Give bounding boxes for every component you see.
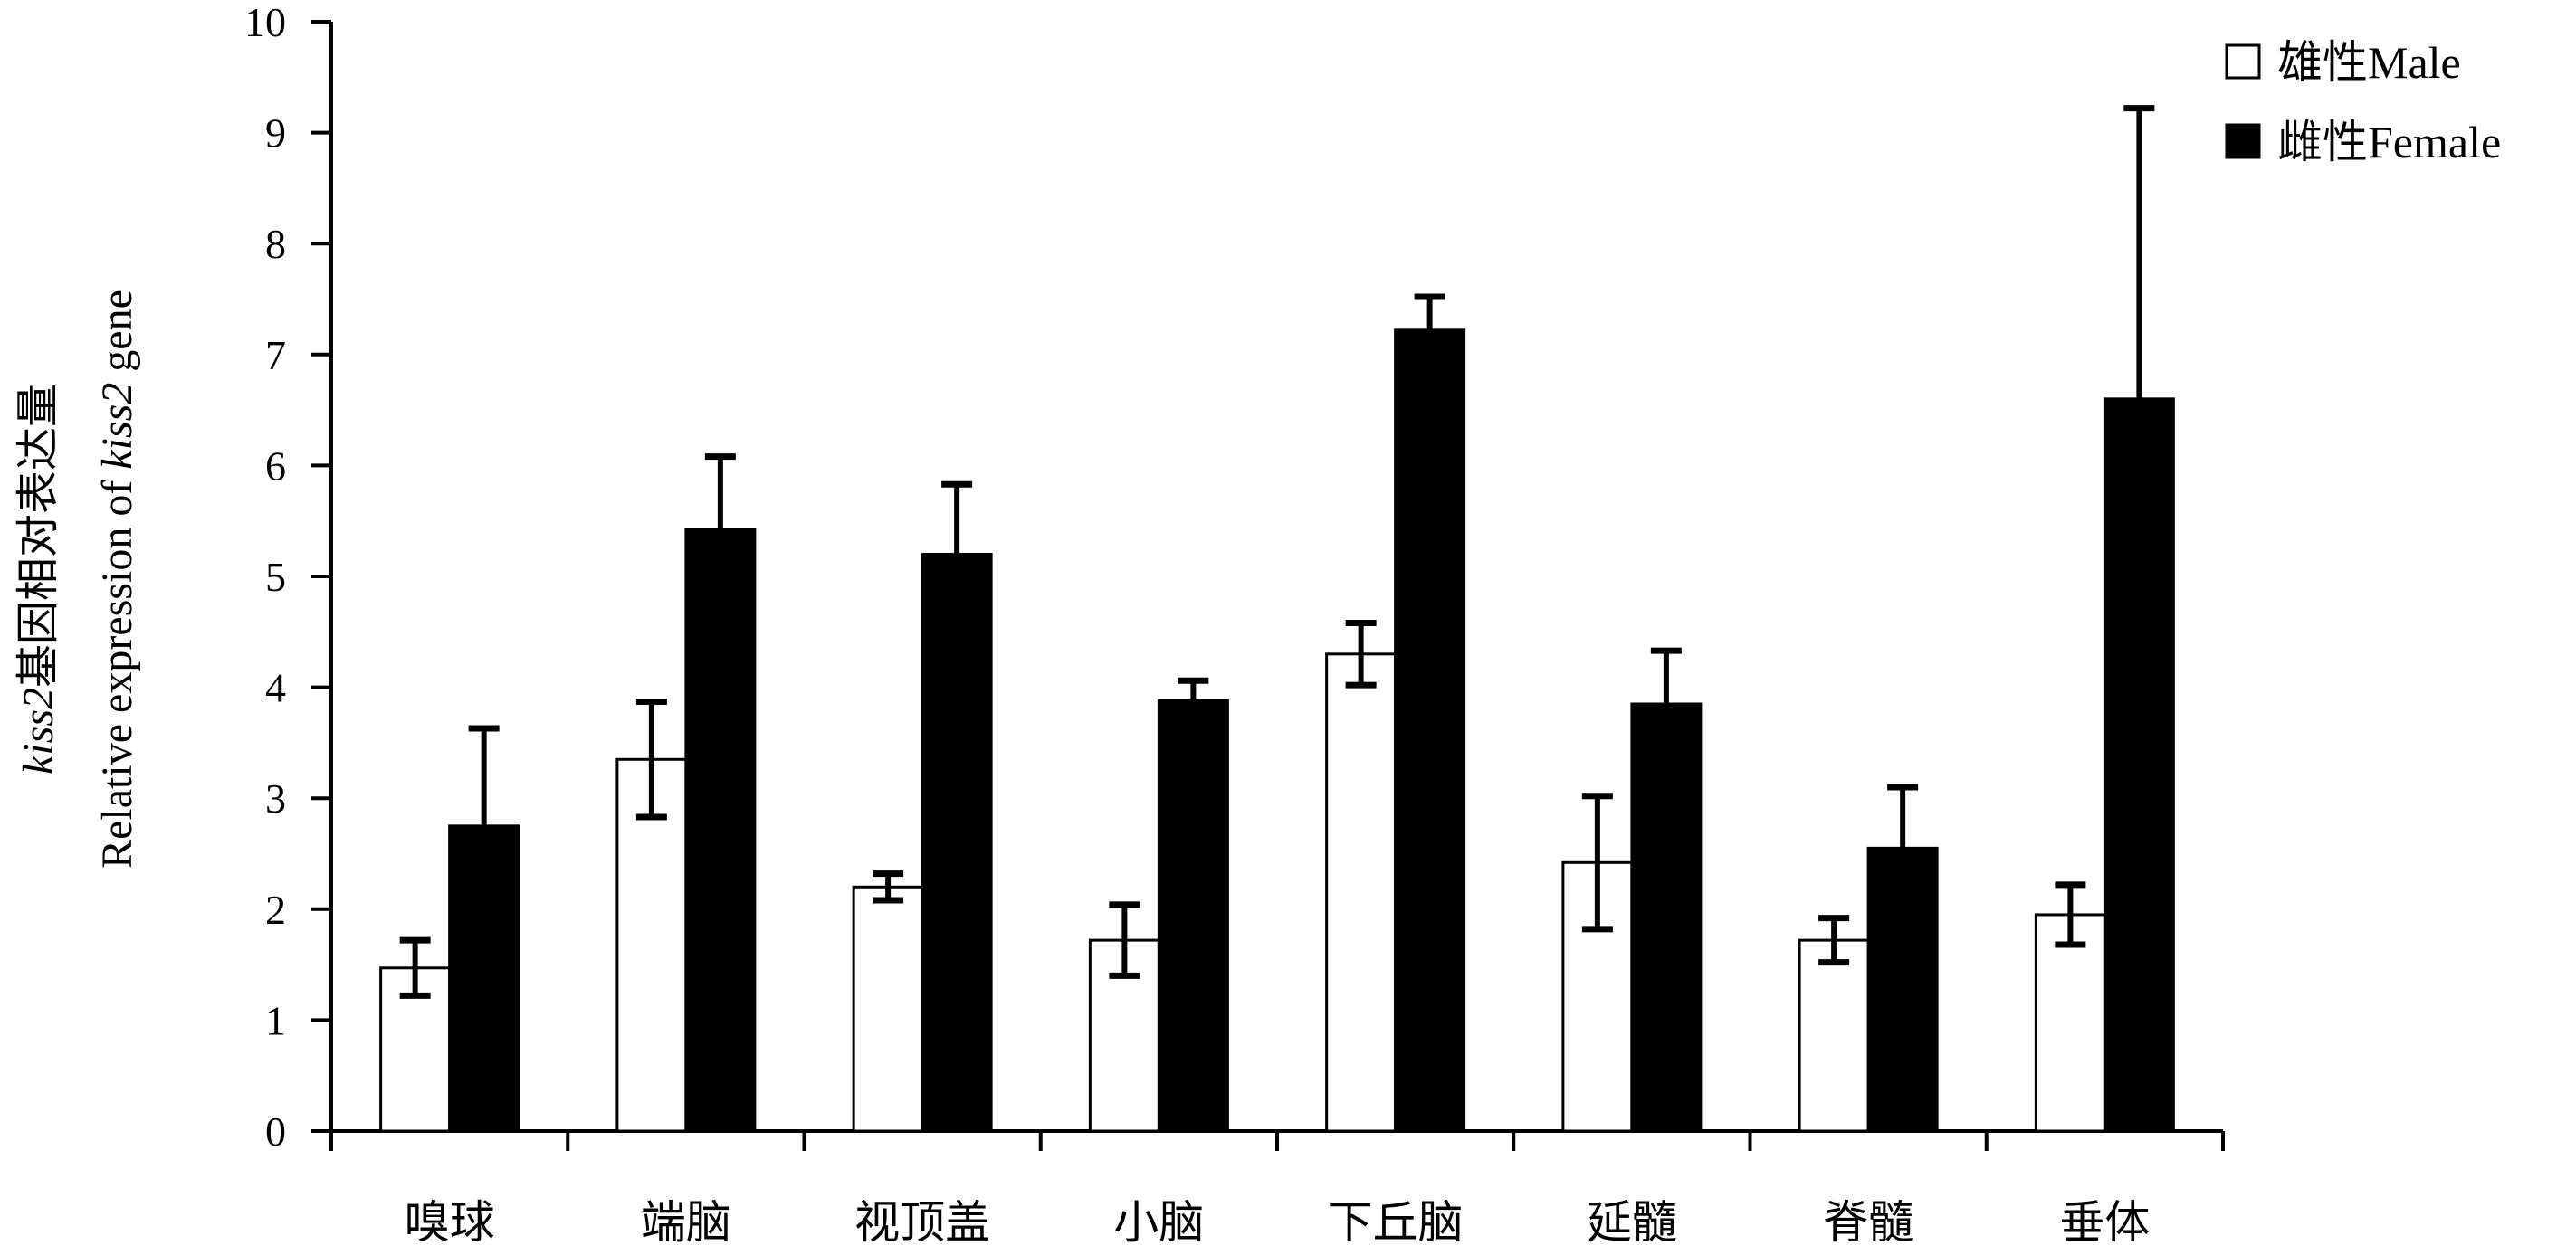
error-bars: [399, 105, 2155, 999]
y-axis-title-cn-gene: kiss2: [14, 688, 62, 775]
legend: 雄性Male 雌性Female: [2225, 37, 2501, 167]
y-tick-label: 3: [265, 775, 286, 822]
category-label: 小脑: [1113, 1197, 1204, 1248]
y-ticks: 0 1 2 3 4 5 6 7 8 9 10: [244, 0, 331, 1155]
y-axis-title: kiss2基因相对表达量 Relative expression of kiss…: [14, 290, 141, 869]
bars: [379, 328, 2175, 1133]
y-axis-title-en-gene: kiss2: [93, 383, 141, 470]
y-axis-title-cn-text: 基因相对表达量: [14, 384, 62, 688]
y-tick-label: 4: [265, 665, 286, 711]
legend-swatch: [2225, 123, 2261, 159]
category-label: 延髓: [1587, 1197, 1677, 1248]
y-tick-label: 5: [265, 554, 286, 600]
legend-label: 雌性Female: [2277, 117, 2501, 167]
y-axis-title-en: Relative expression of kiss2 gene: [93, 290, 141, 869]
category-label: 下丘脑: [1328, 1197, 1464, 1248]
category-label: 嗅球: [405, 1197, 495, 1248]
bar: [1325, 652, 1398, 1133]
y-tick-label: 7: [265, 332, 286, 378]
y-axis-title-en-end: gene: [93, 290, 141, 383]
y-tick-label: 1: [265, 997, 286, 1043]
y-tick-label: 2: [265, 887, 286, 933]
category-label: 视顶盖: [854, 1197, 990, 1248]
category-label: 端脑: [641, 1197, 731, 1248]
y-tick-label: 0: [265, 1108, 286, 1155]
bar: [2103, 397, 2175, 1133]
bar: [852, 885, 924, 1133]
bar: [921, 552, 993, 1133]
bar: [448, 824, 520, 1133]
x-labels: 嗅球 端脑 视顶盖 小脑 下丘脑 延髓 脊髓 垂体: [405, 1197, 2151, 1248]
legend-swatch: [2225, 43, 2261, 80]
category-label: 垂体: [2059, 1197, 2150, 1248]
category-label: 脊髓: [1823, 1197, 1913, 1248]
y-tick-label: 10: [244, 0, 286, 45]
y-tick-label: 8: [265, 221, 286, 267]
y-tick-label: 6: [265, 442, 286, 489]
bar: [1866, 846, 1939, 1133]
legend-label: 雄性Male: [2277, 37, 2461, 88]
y-axis-title-en-start: Relative expression of: [93, 470, 141, 869]
axes: [329, 22, 2225, 1151]
y-axis-title-cn: kiss2基因相对表达量: [14, 384, 62, 775]
bar: [1157, 699, 1229, 1133]
bar: [1630, 702, 1703, 1133]
y-tick-label: 9: [265, 110, 286, 157]
bar: [1798, 938, 1870, 1133]
bar: [684, 528, 757, 1133]
bar: [1394, 328, 1466, 1133]
